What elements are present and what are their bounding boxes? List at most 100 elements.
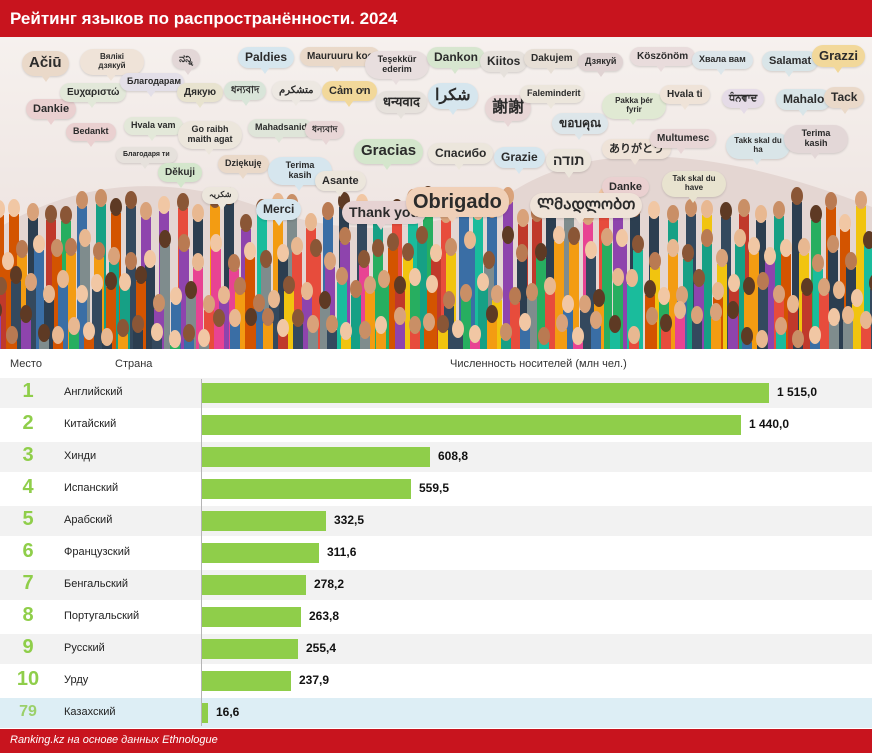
speech-bubble: Hvala vam [124, 117, 183, 141]
table-row: 79 Казахский 16,6 [0, 698, 872, 728]
table-row: 10 Урду 237,9 [0, 666, 872, 696]
raised-hand [245, 308, 257, 349]
speech-bubble: Ačiū [22, 51, 69, 81]
raised-hand [538, 327, 550, 349]
rank-number: 8 [22, 604, 34, 626]
language-label: Португальский [64, 610, 140, 622]
raised-hand [38, 324, 50, 349]
column-header-rank: Место [10, 358, 42, 370]
raised-hand [568, 227, 580, 349]
raised-hand [828, 308, 840, 349]
raised-hand [10, 266, 22, 349]
source-note: Ranking.kz на основе данных Ethnologue [10, 734, 218, 746]
raised-hand [516, 244, 528, 349]
bar [202, 479, 411, 499]
bar [202, 543, 319, 563]
raised-hand [336, 267, 348, 349]
bar [202, 415, 741, 435]
rank-number: 9 [22, 636, 34, 658]
data-label: 237,9 [299, 673, 330, 687]
speech-bubble: Obrigado [406, 187, 509, 223]
speech-bubble: Благодаря ти [116, 147, 177, 169]
raised-hand [213, 309, 225, 349]
speech-bubble: Go raibh maith agat [178, 121, 242, 155]
raised-hand [743, 277, 755, 349]
data-label: 263,8 [309, 609, 340, 623]
raised-hand [443, 291, 455, 349]
table-row: 9 Русский 255,4 [0, 634, 872, 664]
speech-bubble: Mauruuru koe [300, 47, 381, 72]
data-label: 1 515,0 [777, 385, 818, 399]
raised-hand [519, 313, 531, 349]
speech-bubble: Вялікі дзякуй [80, 49, 144, 81]
table-row: 4 Испанский 559,5 [0, 474, 872, 504]
raised-hand [863, 231, 872, 349]
bar [202, 639, 298, 659]
raised-hand [660, 314, 672, 349]
raised-hand [773, 201, 785, 349]
raised-hand [135, 266, 147, 349]
raised-hand [372, 239, 384, 349]
raised-hand [827, 235, 839, 349]
raised-hand [76, 285, 88, 349]
language-label: Французский [64, 546, 130, 558]
raised-hand [169, 330, 181, 349]
table-row: 2 Китайский 1 440,0 [0, 410, 872, 440]
data-label: 1 440,0 [749, 417, 790, 431]
raised-hand [183, 324, 195, 349]
raised-hand [364, 276, 376, 349]
raised-hand [780, 239, 792, 349]
raised-hand [16, 240, 28, 349]
raised-hand [727, 301, 739, 349]
raised-hand [691, 306, 703, 349]
raised-hand [469, 325, 481, 349]
raised-hand [710, 303, 722, 349]
speech-bubble: धन्यवाद [376, 91, 427, 120]
raised-hand [291, 237, 303, 349]
speech-bubble: Multumesc [650, 129, 717, 154]
raised-hand [350, 280, 362, 349]
speech-bubble: Köszönöm [630, 47, 696, 72]
data-label: 559,5 [419, 481, 450, 495]
speech-bubble: Thank you [342, 201, 427, 231]
raised-hand [359, 321, 371, 349]
raised-hand [198, 329, 210, 349]
raised-hand [65, 238, 77, 349]
raised-hand [185, 281, 197, 349]
raised-hand [51, 239, 63, 349]
raised-hand [378, 270, 390, 349]
language-label: Испанский [64, 482, 119, 494]
raised-hand [851, 289, 863, 349]
raised-hand [741, 327, 753, 349]
raised-hand [91, 274, 103, 349]
data-label: 16,6 [216, 705, 240, 719]
raised-hand [132, 315, 144, 349]
raised-hand [764, 247, 776, 349]
raised-hand [437, 315, 449, 349]
raised-hand [701, 229, 713, 349]
raised-hand [125, 252, 137, 349]
raised-hand [260, 250, 272, 349]
raised-hand [757, 272, 769, 349]
language-label: Английский [64, 386, 123, 398]
table-row: 8 Португальский 263,8 [0, 602, 872, 632]
speech-bubble: Faleminderit [520, 85, 584, 109]
raised-hand [402, 243, 414, 349]
speech-bubble: Tack [824, 87, 865, 115]
speech-bubble: Gracias [354, 139, 424, 169]
raised-hand [628, 326, 640, 349]
raised-hand [632, 235, 644, 349]
bar [202, 671, 291, 691]
speech-bubble: ਧੰਨਵਾਦ [722, 89, 765, 114]
raised-hand [553, 226, 565, 349]
raised-hand [277, 319, 289, 349]
raised-hand [818, 278, 830, 349]
speech-bubble: Ευχαριστώ [60, 83, 127, 108]
raised-hand [68, 317, 80, 349]
raised-hand [590, 311, 602, 349]
raised-hand [556, 314, 568, 349]
rank-number: 1 [22, 380, 34, 402]
bar [202, 607, 301, 627]
raised-hand [117, 319, 129, 349]
raised-hand [45, 205, 57, 349]
